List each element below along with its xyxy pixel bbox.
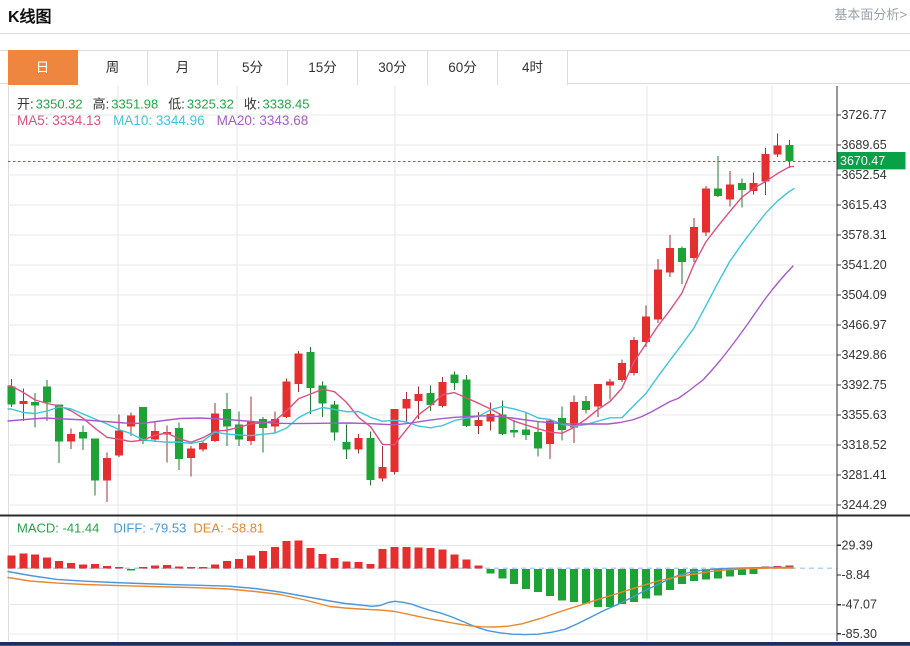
svg-text:3541.20: 3541.20	[842, 258, 887, 272]
svg-text:29.39: 29.39	[842, 538, 873, 552]
svg-text:3504.09: 3504.09	[842, 288, 887, 302]
svg-text:3578.31: 3578.31	[842, 228, 887, 242]
svg-text:-47.07: -47.07	[842, 598, 877, 612]
svg-text:3670.47: 3670.47	[840, 154, 885, 168]
svg-text:3689.65: 3689.65	[842, 138, 887, 152]
svg-text:3244.29: 3244.29	[842, 498, 887, 512]
svg-text:3652.54: 3652.54	[842, 168, 887, 182]
svg-text:3355.63: 3355.63	[842, 408, 887, 422]
svg-text:3466.97: 3466.97	[842, 318, 887, 332]
svg-text:-8.84: -8.84	[842, 568, 871, 582]
svg-text:3392.75: 3392.75	[842, 378, 887, 392]
svg-text:-85.30: -85.30	[842, 627, 877, 641]
svg-text:3429.86: 3429.86	[842, 348, 887, 362]
svg-text:3615.43: 3615.43	[842, 198, 887, 212]
svg-text:3281.41: 3281.41	[842, 468, 887, 482]
svg-text:3726.77: 3726.77	[842, 108, 887, 122]
svg-text:3318.52: 3318.52	[842, 438, 887, 452]
svg-text:开:3350.32高:3351.98低:3325.32收:3: 开: 3350.32 高: 3351.98 低: 3325.32 收: 3338.45	[17, 96, 310, 111]
